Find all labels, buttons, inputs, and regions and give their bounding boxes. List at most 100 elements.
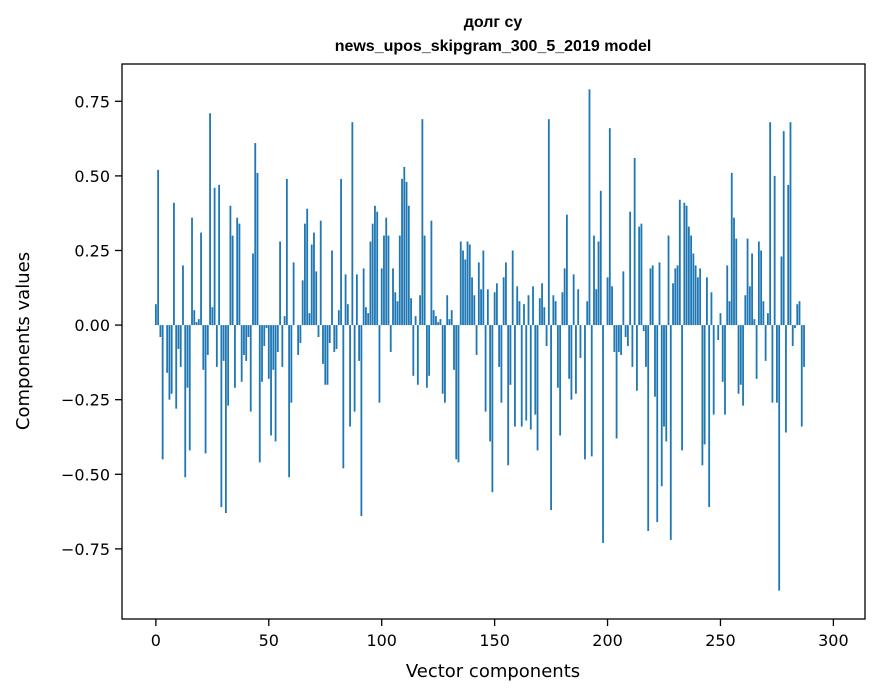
bar-component-157 bbox=[509, 325, 512, 385]
bar-component-264 bbox=[751, 253, 753, 326]
bar-component-2 bbox=[159, 325, 162, 338]
bar-component-84 bbox=[344, 274, 347, 326]
bar-component-69 bbox=[310, 244, 313, 326]
bar-component-98 bbox=[376, 211, 379, 326]
bar-component-104 bbox=[389, 325, 392, 352]
bar-component-92 bbox=[362, 268, 365, 326]
bar-component-272 bbox=[769, 122, 772, 326]
bar-component-5 bbox=[166, 325, 169, 373]
bar-component-287 bbox=[803, 325, 805, 367]
bar-component-52 bbox=[272, 325, 275, 370]
bar-component-242 bbox=[701, 325, 704, 466]
bar-component-11 bbox=[179, 325, 182, 367]
plot-area-frame bbox=[121, 63, 866, 620]
bar-component-94 bbox=[367, 313, 370, 326]
bar-component-221 bbox=[654, 325, 656, 397]
bar-component-35 bbox=[234, 325, 236, 388]
bar-component-235 bbox=[685, 205, 688, 326]
bar-component-185 bbox=[572, 274, 575, 326]
bar-component-24 bbox=[209, 113, 211, 326]
bar-component-140 bbox=[471, 277, 473, 326]
bar-component-133 bbox=[455, 325, 458, 460]
bar-component-64 bbox=[299, 325, 302, 343]
bar-component-7 bbox=[170, 325, 173, 394]
bar-component-100 bbox=[380, 268, 383, 326]
bar-component-17 bbox=[193, 310, 196, 326]
bar-component-233 bbox=[681, 325, 683, 451]
bar-component-13 bbox=[184, 325, 187, 478]
bar-component-265 bbox=[753, 319, 756, 326]
bar-component-57 bbox=[283, 316, 286, 326]
bar-component-68 bbox=[308, 313, 311, 326]
bar-component-249 bbox=[717, 325, 720, 341]
bar-component-112 bbox=[407, 205, 410, 326]
bar-component-203 bbox=[613, 325, 616, 352]
bar-component-121 bbox=[428, 325, 431, 376]
bar-component-23 bbox=[206, 325, 209, 355]
bar-component-193 bbox=[590, 325, 593, 457]
bar-component-134 bbox=[457, 325, 460, 463]
bar-component-284 bbox=[796, 304, 799, 326]
x-tick-label: 200 bbox=[592, 631, 623, 650]
bar-component-254 bbox=[728, 301, 731, 326]
bar-component-61 bbox=[292, 262, 295, 326]
bar-component-201 bbox=[608, 128, 611, 326]
bar-component-222 bbox=[656, 325, 659, 523]
bar-component-263 bbox=[748, 286, 751, 326]
bar-component-3 bbox=[161, 325, 164, 460]
bar-component-168 bbox=[534, 325, 537, 415]
bar-component-167 bbox=[532, 286, 534, 326]
bar-component-85 bbox=[346, 304, 349, 326]
bar-component-166 bbox=[529, 325, 532, 430]
bar-component-211 bbox=[631, 325, 634, 367]
bar-component-113 bbox=[410, 298, 412, 326]
bar-component-229 bbox=[672, 283, 674, 326]
bar-component-80 bbox=[335, 325, 338, 349]
bar-component-105 bbox=[392, 268, 394, 326]
bar-component-219 bbox=[649, 268, 652, 326]
bar-component-28 bbox=[218, 184, 221, 326]
bar-component-27 bbox=[215, 325, 218, 367]
bar-component-153 bbox=[500, 325, 503, 403]
bar-component-45 bbox=[256, 172, 259, 326]
bar-component-283 bbox=[794, 325, 796, 329]
bar-component-55 bbox=[279, 241, 281, 326]
bar-component-181 bbox=[563, 268, 566, 326]
bar-component-50 bbox=[267, 325, 270, 379]
bar-component-237 bbox=[690, 235, 693, 326]
y-tick-label: 0.25 bbox=[74, 241, 110, 260]
bar-component-58 bbox=[285, 178, 288, 326]
bar-component-169 bbox=[536, 325, 539, 451]
bar-component-110 bbox=[403, 166, 406, 326]
y-axis-label: Components values bbox=[13, 252, 34, 430]
bar-component-282 bbox=[791, 325, 794, 346]
bar-component-106 bbox=[394, 292, 397, 326]
bar-component-187 bbox=[577, 289, 580, 326]
bar-component-164 bbox=[525, 325, 528, 421]
bar-component-127 bbox=[441, 325, 444, 394]
bar-component-226 bbox=[665, 325, 668, 442]
bar-component-244 bbox=[706, 277, 708, 326]
bar-component-245 bbox=[708, 325, 711, 508]
bar-component-122 bbox=[430, 220, 433, 326]
bar-component-83 bbox=[342, 325, 345, 469]
bar-component-243 bbox=[703, 325, 706, 445]
bar-component-232 bbox=[678, 199, 681, 326]
bar-component-236 bbox=[687, 226, 690, 326]
bar-component-47 bbox=[261, 325, 263, 382]
bar-component-66 bbox=[304, 223, 306, 326]
bar-component-95 bbox=[369, 241, 372, 326]
bar-component-19 bbox=[197, 319, 200, 326]
bar-component-60 bbox=[290, 325, 293, 403]
bar-component-34 bbox=[231, 235, 234, 326]
bar-component-223 bbox=[658, 262, 661, 326]
bar-component-12 bbox=[182, 265, 184, 326]
bar-component-132 bbox=[453, 325, 455, 370]
bar-component-9 bbox=[175, 325, 178, 409]
bar-component-18 bbox=[195, 322, 198, 326]
bar-component-135 bbox=[459, 241, 462, 326]
bar-component-91 bbox=[360, 325, 363, 517]
bar-component-173 bbox=[545, 325, 548, 346]
bar-component-31 bbox=[224, 325, 227, 514]
